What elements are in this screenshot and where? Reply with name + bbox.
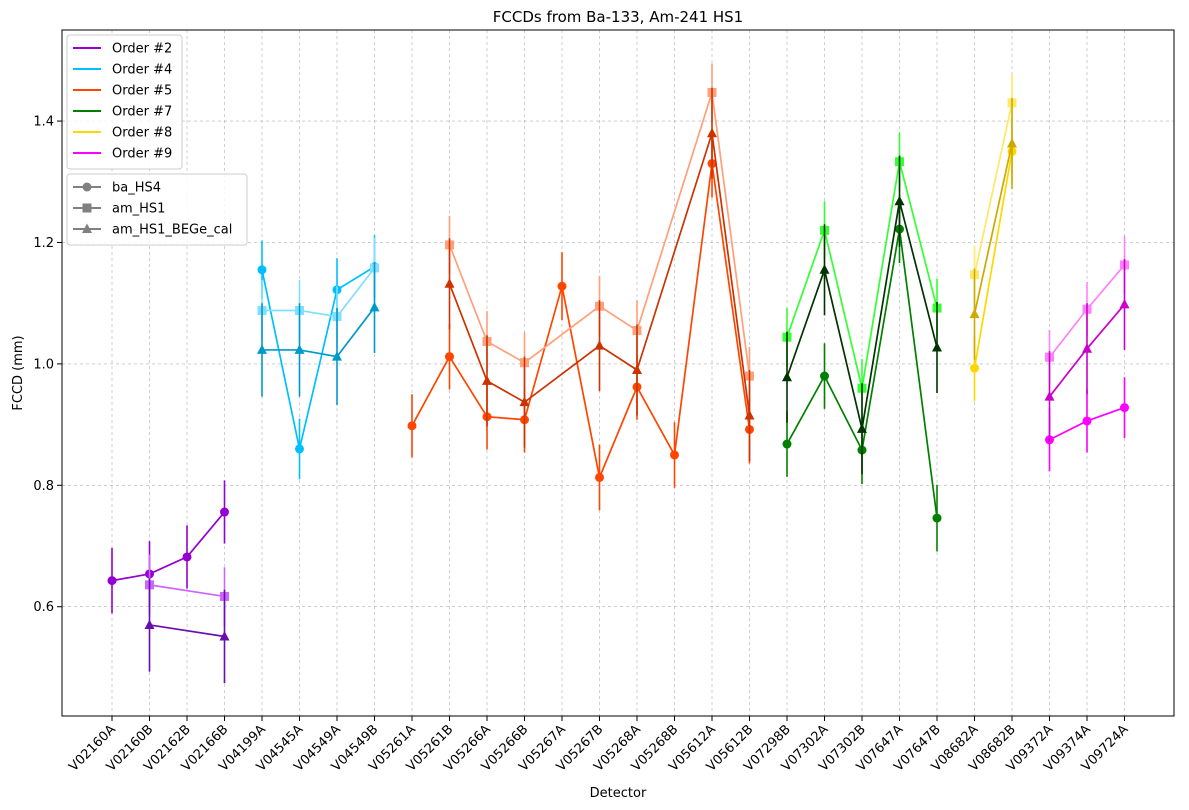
data-series	[782, 155, 942, 475]
data-point	[857, 423, 867, 433]
data-series	[144, 578, 230, 684]
data-series	[257, 261, 380, 406]
data-point	[782, 439, 792, 449]
data-point	[1082, 416, 1092, 426]
data-point	[295, 444, 304, 454]
data-point	[219, 630, 230, 641]
data-series	[257, 237, 379, 347]
legend-label: am_HS1_BEGe_cal	[112, 223, 232, 238]
legend-label: am_HS1	[112, 202, 165, 217]
y-axis: 0.6 0.8 1.0 1.2 1.4	[33, 115, 62, 615]
data-point	[1044, 391, 1055, 401]
data-point	[257, 265, 267, 275]
x-axis-title: Detector	[590, 786, 647, 801]
data-point	[1120, 403, 1129, 413]
y-tick-label: 1.4	[33, 115, 54, 130]
data-point	[782, 371, 792, 382]
data-point	[482, 375, 492, 385]
legend-marker	[82, 223, 92, 233]
legend-label: Order #7	[112, 105, 172, 120]
data-point	[144, 619, 155, 629]
data-point	[369, 301, 380, 312]
y-tick-label: 1.2	[33, 236, 54, 251]
data-point	[220, 507, 229, 517]
series-line	[149, 584, 225, 598]
data-series	[969, 97, 1017, 360]
data-series	[1044, 258, 1130, 443]
data-point	[1007, 138, 1017, 148]
plot-frame	[61, 29, 1175, 717]
legend-label: ba_HS4	[112, 181, 161, 196]
data-point	[594, 340, 605, 350]
data-point	[969, 308, 980, 319]
legend-label: Order #2	[112, 42, 172, 57]
data-point	[894, 195, 905, 206]
data-series	[257, 235, 379, 480]
data-series	[1045, 377, 1129, 472]
grid-lines	[62, 30, 1174, 716]
data-point	[407, 421, 417, 431]
series-line	[262, 267, 376, 318]
data-point	[332, 351, 342, 361]
data-point	[445, 352, 454, 362]
data-point	[744, 409, 755, 420]
series-line	[261, 266, 375, 450]
series-line	[411, 163, 751, 481]
legend-label: Order #5	[112, 84, 172, 99]
series-line	[973, 143, 1013, 315]
data-point	[257, 344, 267, 354]
y-tick-label: 0.6	[33, 600, 54, 615]
data-point	[294, 344, 305, 354]
data-point	[932, 342, 942, 352]
data-series	[407, 129, 754, 511]
chart-title: FCCDs from Ba-133, Am-241 HS1	[493, 8, 743, 26]
data-point	[707, 127, 717, 138]
legend-orders: Order #2 Order #4 Order #5 Order #7 Order #8…	[66, 34, 183, 170]
data-point	[1119, 298, 1130, 309]
data-point	[820, 371, 829, 381]
series-line	[149, 624, 225, 638]
series-line	[973, 102, 1013, 275]
y-axis-title: FCCD (mm)	[11, 335, 26, 410]
data-point	[107, 576, 117, 586]
data-point	[557, 281, 567, 291]
series-line	[111, 511, 226, 582]
series-line	[262, 306, 376, 358]
series-layer	[107, 63, 1130, 684]
data-series	[970, 73, 1017, 304]
legend-label: Order #8	[112, 126, 172, 141]
data-point	[932, 513, 942, 523]
legend-box	[66, 173, 248, 246]
data-point	[819, 264, 830, 274]
y-tick-label: 1.0	[33, 357, 54, 372]
legend-methods: ba_HS4 am_HS1 am_HS1_BEGe_cal	[66, 173, 248, 246]
data-series	[107, 480, 229, 614]
data-point	[519, 396, 530, 407]
legend-label: Order #4	[112, 63, 172, 78]
data-point	[1082, 343, 1092, 353]
data-point	[670, 450, 679, 460]
data-point	[970, 363, 979, 373]
data-point	[632, 364, 642, 374]
x-axis: V02160AV02160BV02162BV02166BV04199AV0454…	[66, 716, 1131, 775]
series-line	[973, 151, 1013, 369]
data-point	[595, 472, 604, 482]
data-point	[182, 552, 192, 562]
legend-marker	[82, 182, 92, 192]
data-point	[444, 278, 455, 288]
legend-marker	[82, 203, 92, 213]
y-tick-label: 0.8	[33, 479, 54, 494]
legend-label: Order #9	[112, 147, 172, 162]
data-series	[444, 87, 755, 462]
